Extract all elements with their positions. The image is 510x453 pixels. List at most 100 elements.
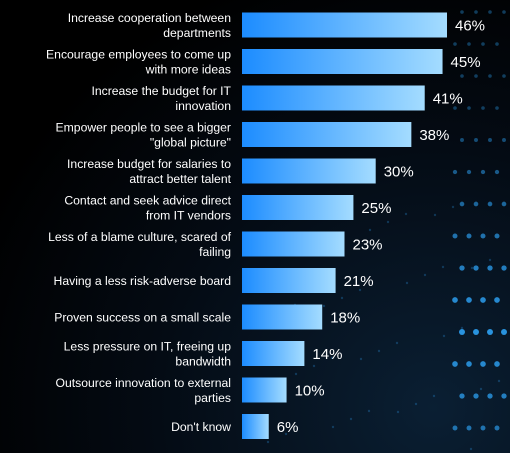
category-label: Outsource innovation to external parties [56, 376, 231, 405]
background-dot [467, 106, 471, 110]
background-dot [467, 42, 471, 46]
background-dot [502, 138, 506, 142]
background-dot [480, 169, 486, 175]
background-dot [395, 341, 399, 345]
background-dot [331, 425, 335, 429]
category-label: Empower people to see a bigger "global pi… [56, 121, 231, 150]
category-label-line: Increase cooperation between [68, 11, 231, 25]
background-dot [460, 10, 464, 14]
background-dot [396, 410, 400, 414]
category-label-line: bandwidth [175, 355, 231, 369]
category-label-line: Contact and seek advice direct [64, 194, 231, 208]
background-dot [488, 138, 492, 142]
background-dot [459, 201, 465, 207]
category-label-line: Outsource innovation to external [56, 376, 231, 390]
bar [242, 377, 287, 403]
category-label: Having a less risk-adverse board [54, 274, 231, 288]
background-dot [501, 201, 507, 207]
background-dot [502, 10, 506, 14]
category-label: Encourage employees to come up with more … [46, 48, 231, 77]
background-dot [502, 74, 506, 78]
value-label: 6% [277, 419, 299, 436]
background-dot [432, 394, 436, 398]
background-dot [469, 447, 473, 451]
value-label: 30% [384, 164, 414, 181]
background-dot [441, 265, 445, 269]
background-dot [494, 233, 500, 239]
bar [242, 341, 305, 366]
background-dot [460, 138, 464, 142]
bar [242, 304, 323, 330]
category-label-line: with more ideas [145, 63, 231, 77]
category-label-line: departments [163, 26, 231, 40]
background-dot [494, 361, 500, 367]
background-dot [480, 297, 486, 303]
background-dot [473, 329, 479, 335]
background-dot [494, 425, 500, 431]
background-dot [495, 42, 499, 46]
background-dot [405, 281, 409, 285]
category-label: Contact and seek advice direct from IT ve… [64, 194, 231, 223]
value-label: 38% [419, 127, 449, 144]
background-dot [377, 349, 381, 353]
bar [242, 195, 354, 220]
background-dot [453, 42, 457, 46]
category-label-line: Less pressure on IT, freeing up [64, 340, 232, 354]
category-label-line: Increase budget for salaries to [67, 157, 231, 171]
background-dot [433, 213, 437, 217]
background-dot [474, 138, 478, 142]
category-label-line: Encourage employees to come up [46, 48, 231, 62]
background-dot [466, 361, 472, 367]
background-dot [488, 258, 492, 262]
background-dot [414, 402, 418, 406]
category-label-line: from IT vendors [146, 209, 231, 223]
background-dot [367, 409, 371, 413]
background-dot [474, 10, 478, 14]
background-dot [452, 233, 458, 239]
value-label: 45% [451, 54, 481, 71]
background-dot [452, 297, 458, 303]
bar [242, 268, 336, 293]
background-dot [460, 74, 464, 78]
background-dot [497, 379, 501, 383]
background-dot [479, 387, 483, 391]
background-dot [423, 273, 427, 277]
background-dot [368, 228, 372, 232]
background-dot [481, 42, 485, 46]
bar [242, 231, 345, 257]
background-dot [451, 205, 455, 209]
background-dot [494, 297, 500, 303]
background-dot [340, 296, 344, 300]
value-label: 46% [455, 18, 485, 35]
background-dot [459, 329, 465, 335]
background-dot [460, 326, 464, 330]
value-label: 14% [312, 346, 342, 363]
background-dot [473, 265, 479, 271]
background-dot [487, 265, 493, 271]
background-dot [459, 265, 465, 271]
background-dot [488, 74, 492, 78]
category-label-line: failing [199, 245, 231, 259]
background-dot [312, 364, 316, 368]
category-label-line: Less of a blame culture, scared of [48, 230, 232, 244]
value-label: 18% [330, 310, 360, 327]
bar [242, 158, 376, 184]
background-dot [322, 304, 326, 308]
category-label-line: Empower people to see a bigger [56, 121, 231, 135]
category-label-line: Having a less risk-adverse board [54, 274, 231, 288]
background-dot [359, 357, 363, 361]
background-dot [466, 297, 472, 303]
category-label-line: parties [194, 391, 231, 405]
background-dot [473, 393, 479, 399]
background-dot [487, 201, 493, 207]
category-label: Increase budget for salaries to attract b… [67, 157, 232, 186]
value-label: 25% [361, 200, 391, 217]
value-label: 41% [433, 91, 463, 108]
background-dot [480, 233, 486, 239]
category-label-line: innovation [175, 99, 231, 113]
background-dot [266, 440, 270, 444]
background-dot [474, 74, 478, 78]
category-label: Proven success on a small scale [54, 311, 231, 325]
background-dot [459, 393, 465, 399]
